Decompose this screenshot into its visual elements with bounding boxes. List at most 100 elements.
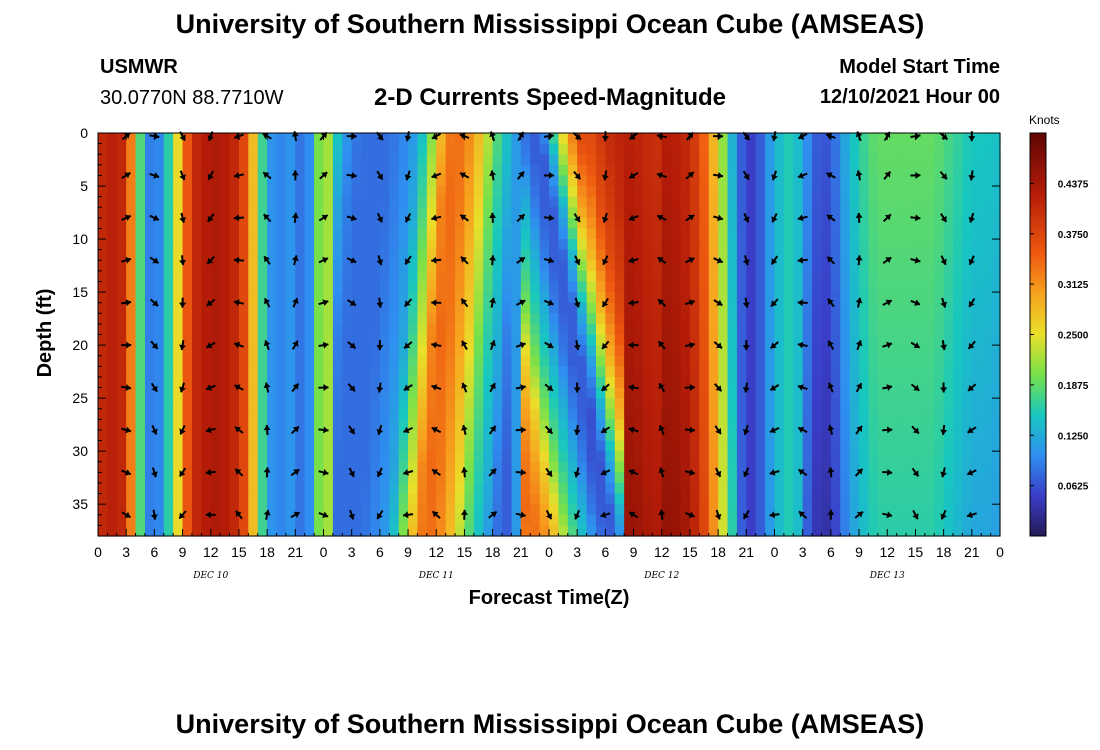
heatmap-cell [304, 451, 315, 463]
x-tick-label: 12 [654, 544, 670, 560]
heatmap-cell [210, 313, 221, 325]
heatmap-cell [135, 504, 146, 516]
x-tick-label: 12 [203, 544, 219, 560]
current-vector-arrow [403, 426, 414, 434]
current-vector-arrow [684, 511, 695, 518]
heatmap-cell [98, 196, 108, 208]
heatmap-cell [877, 451, 888, 463]
current-vector-arrow [940, 382, 948, 393]
current-vector-arrow [910, 299, 921, 306]
heatmap-cell [671, 345, 682, 357]
heatmap-cell [426, 376, 437, 389]
heatmap-cell [689, 355, 700, 367]
heatmap-cell [605, 313, 616, 325]
heatmap-cell [549, 461, 559, 473]
heatmap-cell [520, 493, 531, 505]
heatmap-cell [210, 302, 221, 314]
heatmap-cell [144, 355, 155, 367]
heatmap-cell [680, 345, 691, 357]
heatmap-cell [549, 239, 559, 251]
heatmap-cell [755, 270, 766, 283]
heatmap-cell [934, 313, 945, 325]
heatmap-cell [154, 461, 165, 473]
heatmap-cell [342, 387, 353, 399]
heatmap-cell [98, 429, 108, 442]
heatmap-cell [962, 472, 973, 484]
current-vector-arrow [628, 299, 639, 307]
heatmap-cell [924, 366, 935, 378]
heatmap-cell [671, 355, 682, 367]
current-vector-arrow [967, 340, 976, 350]
heatmap-cell [859, 472, 870, 484]
heatmap-cell [520, 313, 531, 325]
heatmap-cell [821, 429, 832, 442]
heatmap-cell [981, 366, 992, 378]
heatmap-cell [323, 239, 334, 251]
current-vector-arrow [515, 426, 526, 434]
heatmap-cell [549, 514, 559, 526]
heatmap-cell [163, 154, 174, 166]
heatmap-cell [144, 217, 155, 230]
heatmap-cell [173, 186, 184, 198]
heatmap-cell [267, 525, 278, 537]
current-vector-arrow [658, 509, 666, 520]
heatmap-cell [182, 196, 193, 208]
heatmap-cell [314, 472, 325, 484]
heatmap-cell [511, 408, 522, 420]
heatmap-cell [332, 334, 343, 346]
heatmap-cell [953, 493, 964, 505]
heatmap-cell [285, 525, 296, 537]
heatmap-cell [661, 281, 672, 293]
heatmap-cell [455, 451, 466, 463]
heatmap-cell [671, 334, 682, 346]
heatmap-cell [605, 292, 616, 304]
heatmap-cell [473, 366, 484, 378]
heatmap-cell [445, 440, 456, 452]
heatmap-cell [953, 196, 964, 208]
heatmap-cell [877, 419, 888, 431]
current-vector-arrow [233, 172, 244, 179]
current-vector-arrow [263, 509, 271, 520]
heatmap-cell [285, 313, 296, 325]
heatmap-cell [210, 493, 221, 505]
heatmap-cell [755, 292, 766, 304]
heatmap-cell [962, 175, 973, 187]
heatmap-cell [285, 154, 296, 166]
heatmap-cell [783, 228, 794, 240]
heatmap-cell [436, 419, 447, 431]
heatmap-cell [276, 175, 287, 187]
heatmap-cell [389, 387, 400, 399]
heatmap-cell [417, 387, 428, 399]
heatmap-cell [887, 451, 898, 463]
heatmap-cell [802, 504, 813, 516]
heatmap-cell [361, 217, 372, 230]
heatmap-cell [445, 270, 456, 283]
heatmap-cell [436, 408, 447, 420]
heatmap-cell [661, 260, 672, 272]
heatmap-cell [680, 154, 691, 166]
heatmap-cell [718, 355, 729, 367]
heatmap-cell [502, 440, 513, 452]
heatmap-cell [473, 196, 484, 208]
heatmap-cell [154, 239, 165, 251]
heatmap-cell [220, 249, 231, 261]
heatmap-cell [652, 525, 663, 537]
heatmap-cell [642, 133, 653, 145]
heatmap-cell [379, 366, 390, 378]
heatmap-cell [783, 429, 794, 442]
heatmap-cell [398, 419, 409, 431]
heatmap-cell [520, 154, 531, 166]
heatmap-cell [755, 429, 766, 442]
heatmap-cell [840, 334, 851, 346]
heatmap-cell [332, 154, 343, 166]
heatmap-cell [924, 514, 935, 526]
current-vector-arrow [121, 341, 132, 349]
heatmap-cell [830, 451, 841, 463]
heatmap-cell [285, 228, 296, 240]
heatmap-cell [295, 451, 306, 463]
heatmap-cell [520, 228, 531, 240]
heatmap-cell [389, 493, 400, 505]
heatmap-cell [661, 239, 672, 251]
heatmap-cell [821, 440, 832, 452]
heatmap-cell [304, 143, 315, 155]
